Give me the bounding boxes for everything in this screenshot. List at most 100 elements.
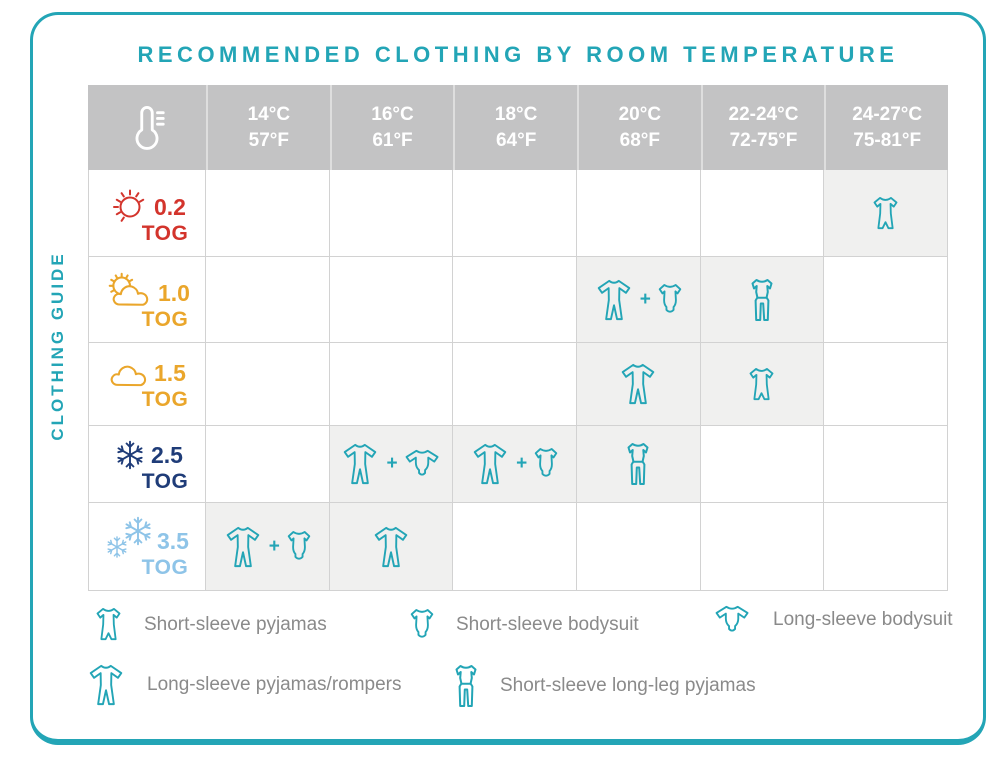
long-sleeve-pyjamas-wrap	[338, 442, 382, 486]
short-sleeve-pyjamas-wrap	[869, 195, 902, 232]
short-sleeve-bodysuit-wrap	[284, 529, 314, 565]
short-sleeve-pyjamas	[873, 196, 898, 229]
clothing-cell	[453, 257, 577, 343]
clothing-cell	[824, 343, 948, 426]
tog-value: 3.5	[157, 527, 189, 554]
header-cell-temp: 22-24°C 72-75°F	[700, 85, 825, 170]
clothing-cell	[206, 343, 330, 426]
long-sleeve-pyjamas	[473, 443, 507, 485]
plus-separator: +	[386, 453, 398, 474]
tog-label-cell: 3.5 TOG	[88, 503, 206, 591]
clothing-cell	[576, 170, 701, 257]
long-sleeve-pyjamas	[226, 526, 260, 567]
short-sleeve-bodysuit	[658, 283, 682, 313]
legend-label: Long-sleeve bodysuit	[773, 609, 953, 630]
long-sleeve-pyjamas	[344, 443, 377, 485]
short-sleeve-long-leg-pyjamas-wrap	[623, 441, 653, 487]
tog-label-cell: 1.0 TOG	[88, 257, 206, 343]
header-cell-temp: 16°C 61°F	[329, 85, 454, 170]
legend-label: Long-sleeve pyjamas/rompers	[147, 674, 402, 695]
tog-unit: TOG	[141, 470, 189, 493]
clothing-cell	[700, 503, 825, 591]
legend-item: Long-sleeve bodysuit	[712, 604, 953, 636]
double-snowflake-icon-wrap	[105, 516, 155, 558]
short-sleeve-long-leg-pyjamas	[455, 665, 477, 707]
short-sleeve-long-leg-pyjamas	[627, 443, 649, 485]
tog-value: 2.5	[151, 442, 183, 468]
temp-fahrenheit: 61°F	[372, 129, 413, 151]
temp-celsius: 20°C	[618, 103, 662, 125]
short-sleeve-pyjamas-wrap	[92, 606, 125, 643]
tog-unit: TOG	[141, 307, 189, 331]
clothing-cell	[453, 343, 577, 426]
header-cell-thermometer	[88, 85, 206, 170]
long-sleeve-pyjamas-wrap	[369, 525, 413, 569]
long-sleeve-pyjamas	[622, 363, 655, 405]
cloud-icon	[110, 365, 147, 386]
temp-fahrenheit: 72-75°F	[729, 129, 798, 151]
tog-unit: TOG	[141, 387, 189, 411]
clothing-cell	[700, 343, 825, 426]
header-cell-temp: 24-27°C 75-81°F	[824, 85, 948, 170]
clothing-cell: +	[329, 426, 454, 503]
plus-separator: +	[516, 453, 528, 474]
header-cell-temp: 14°C 57°F	[206, 85, 330, 170]
clothing-cell	[576, 343, 701, 426]
clothing-cell	[824, 503, 948, 591]
snowflake-icon	[117, 440, 143, 470]
short-sleeve-bodysuit-wrap	[655, 282, 685, 318]
clothing-cell	[453, 170, 577, 257]
temp-celsius: 24-27°C	[852, 103, 923, 125]
tog-label: 3.5 TOG	[105, 516, 189, 578]
tog-row: 3.5	[105, 516, 189, 558]
temp-fahrenheit: 68°F	[619, 129, 660, 151]
short-sleeve-long-leg-pyjamas	[751, 278, 773, 321]
temp-fahrenheit: 57°F	[248, 129, 289, 151]
short-sleeve-bodysuit	[410, 609, 434, 638]
long-sleeve-pyjamas	[374, 526, 408, 567]
clothing-cell: +	[576, 257, 701, 343]
header-cell-temp: 18°C 64°F	[453, 85, 577, 170]
sun-cloud-icon	[108, 272, 149, 306]
tog-row: 2.5	[111, 436, 183, 470]
sun-cloud-icon-wrap	[104, 270, 156, 308]
clothing-cell	[824, 257, 948, 343]
legend-label: Short-sleeve long-leg pyjamas	[500, 675, 756, 696]
legend-item: Short-sleeve long-leg pyjamas	[451, 663, 756, 709]
long-sleeve-bodysuit	[715, 605, 749, 632]
long-sleeve-bodysuit	[405, 449, 439, 476]
header-cell-temp: 20°C 68°F	[576, 85, 701, 170]
clothing-cell	[824, 426, 948, 503]
short-sleeve-long-leg-pyjamas-wrap	[747, 277, 777, 323]
clothing-cell	[329, 343, 454, 426]
long-sleeve-pyjamas-wrap	[84, 663, 128, 707]
page-title: RECOMMENDED CLOTHING BY ROOM TEMPERATURE	[137, 42, 899, 67]
tog-label: 1.0 TOG	[104, 270, 190, 330]
short-sleeve-bodysuit	[534, 448, 558, 477]
clothing-cell	[576, 426, 701, 503]
clothing-cell: +	[206, 503, 330, 591]
tog-value: 1.0	[158, 279, 190, 306]
long-sleeve-pyjamas-wrap	[221, 525, 265, 569]
plus-separator: +	[639, 288, 651, 310]
legend-item: Short-sleeve pyjamas	[92, 606, 327, 643]
tog-row: 0.2	[108, 182, 186, 222]
long-sleeve-bodysuit-wrap	[712, 604, 754, 636]
tog-label: 1.5 TOG	[106, 359, 189, 410]
tog-label: 0.2 TOG	[106, 182, 189, 244]
plus-separator: +	[268, 535, 280, 557]
clothing-cell	[576, 503, 701, 591]
legend-item: Long-sleeve pyjamas/rompers	[84, 663, 402, 707]
short-sleeve-long-leg-pyjamas-wrap	[451, 663, 481, 709]
side-label-clothing-guide: CLOTHING GUIDE	[48, 251, 67, 441]
clothing-cell	[329, 170, 454, 257]
short-sleeve-pyjamas-wrap	[745, 366, 778, 403]
snowflake-icon-wrap	[111, 436, 149, 470]
temp-celsius: 16°C	[371, 103, 414, 125]
clothing-temperature-table: 14°C 57°F 16°C 61°F 18°C 64°F 20°C 68°F 22-24°C 7…	[88, 85, 948, 591]
clothing-cell	[206, 257, 330, 343]
tog-label-cell: 2.5 TOG	[88, 426, 206, 503]
clothing-cell	[329, 503, 454, 591]
temp-celsius: 22-24°C	[728, 103, 799, 125]
clothing-cell	[453, 503, 577, 591]
